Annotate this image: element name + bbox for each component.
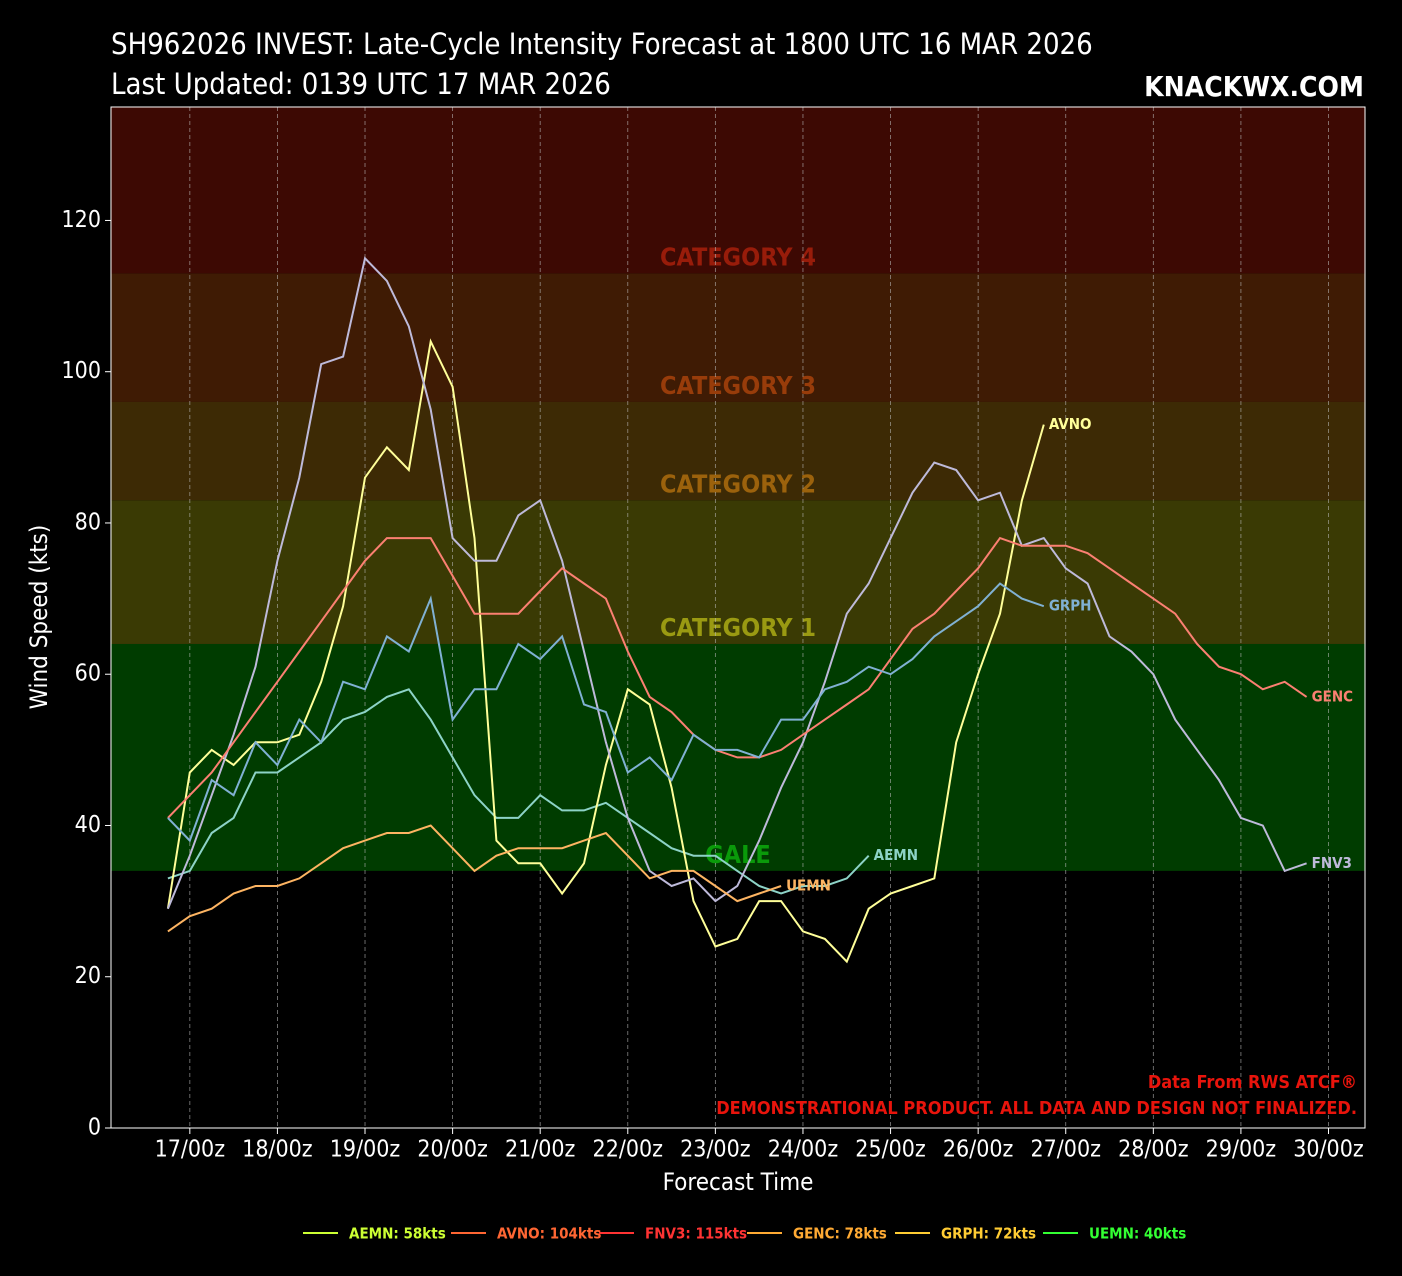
x-tick-label: 30/00z <box>1293 1137 1363 1163</box>
x-tick-label: 23/00z <box>680 1137 750 1163</box>
legend-label: GENC: 78kts <box>793 1225 887 1243</box>
series-end-label: GENC <box>1312 687 1354 705</box>
y-tick-label: 20 <box>75 963 101 989</box>
series-line <box>167 824 782 933</box>
band-label: CATEGORY 1 <box>660 613 816 642</box>
series-line <box>166 256 1307 910</box>
series-line <box>167 688 870 895</box>
note: DEMONSTRATIONAL PRODUCT. ALL DATA AND DE… <box>716 1098 1357 1119</box>
band-label: GALE <box>705 840 771 869</box>
series-end-label: UEMN <box>786 876 831 894</box>
plot-frame <box>110 106 1366 1129</box>
y-tick-label: 100 <box>62 358 102 384</box>
chart-title: SH962026 INVEST: Late-Cycle Intensity Fo… <box>111 27 1093 61</box>
x-tick-label: 27/00z <box>1030 1137 1100 1163</box>
y-tick-label: 0 <box>88 1115 101 1141</box>
series-line <box>167 582 1045 843</box>
series-end-label: AEMN <box>874 846 918 864</box>
x-tick-label: 29/00z <box>1206 1137 1276 1163</box>
intensity-band <box>111 500 1365 644</box>
x-tick-label: 26/00z <box>943 1137 1013 1163</box>
series-line <box>166 338 1045 964</box>
y-tick-label: 40 <box>75 812 101 838</box>
legend-label: UEMN: 40kts <box>1089 1225 1186 1243</box>
x-tick-label: 25/00z <box>855 1137 925 1163</box>
series-end-label: GRPH <box>1049 597 1092 615</box>
y-axis-label: Wind Speed (kts) <box>25 525 53 710</box>
intensity-band <box>111 273 1365 402</box>
note: Data From RWS ATCF® <box>1148 1072 1357 1093</box>
series-end-label: FNV3 <box>1312 854 1352 872</box>
x-axis-label: Forecast Time <box>663 1168 814 1196</box>
legend-label: AVNO: 104kts <box>497 1225 601 1243</box>
x-tick-label: 17/00z <box>155 1137 225 1163</box>
x-tick-label: 21/00z <box>505 1137 575 1163</box>
series-end-label: AVNO <box>1049 415 1092 433</box>
band-label: CATEGORY 3 <box>660 371 816 400</box>
chart-subtitle: Last Updated: 0139 UTC 17 MAR 2026 <box>111 67 611 101</box>
intensity-band <box>111 107 1365 274</box>
x-tick-label: 19/00z <box>330 1137 400 1163</box>
y-tick-label: 60 <box>75 661 101 687</box>
x-tick-label: 18/00z <box>242 1137 312 1163</box>
x-tick-label: 22/00z <box>593 1137 663 1163</box>
legend-label: AEMN: 58kts <box>349 1225 446 1243</box>
legend-label: GRPH: 72kts <box>941 1225 1036 1243</box>
intensity-band <box>111 401 1365 501</box>
legend-label: FNV3: 115kts <box>645 1225 747 1243</box>
y-tick-label: 120 <box>62 207 102 233</box>
band-label: CATEGORY 4 <box>660 242 816 271</box>
x-tick-label: 24/00z <box>768 1137 838 1163</box>
x-tick-label: 20/00z <box>417 1137 487 1163</box>
brand: KNACKWX.COM <box>1144 70 1364 103</box>
band-label: CATEGORY 2 <box>660 469 816 498</box>
series-line <box>167 536 1308 819</box>
x-tick-label: 28/00z <box>1118 1137 1188 1163</box>
y-tick-label: 80 <box>75 509 101 535</box>
